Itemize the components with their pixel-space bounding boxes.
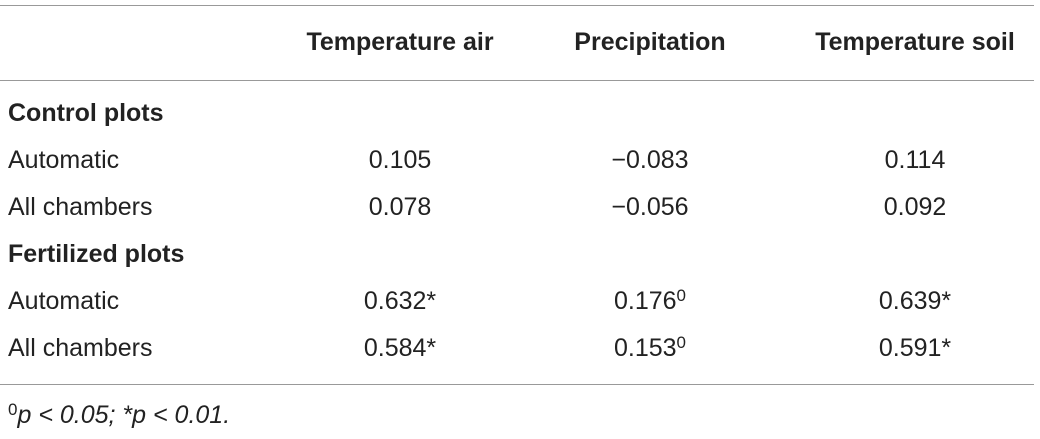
cell: 0.1530: [614, 333, 686, 363]
cell: 0.584*: [364, 333, 436, 363]
row-label: All chambers: [8, 193, 153, 221]
cell-value: 0.176: [613, 287, 677, 315]
cell: 0.078: [369, 192, 432, 222]
cell: −0.083: [611, 145, 688, 175]
cell: 0.092: [884, 192, 947, 222]
cell: 0.632*: [364, 286, 436, 316]
bottom-rule: [0, 384, 1034, 385]
header-rule: [0, 80, 1034, 81]
cell-value: 0.584*: [363, 334, 437, 362]
cell: 0.1760: [614, 286, 686, 316]
cell: 0.114: [885, 145, 946, 175]
cell-value: 0.092: [883, 193, 947, 221]
cell-value: 0.153: [613, 334, 677, 362]
cell-value: 0.105: [368, 146, 432, 174]
cell-value: 0.591*: [878, 334, 952, 362]
footnote-text: p < 0.05; *p < 0.01.: [17, 401, 231, 429]
footnote: 0p < 0.05; *p < 0.01.: [8, 400, 230, 430]
cell-value: 0.632*: [363, 287, 437, 315]
cell: 0.105: [369, 145, 432, 175]
cell-superscript: 0: [676, 286, 687, 305]
section-title: Control plots: [8, 99, 164, 127]
cell: −0.056: [611, 192, 688, 222]
cell-value: −0.056: [611, 193, 689, 221]
column-header: Precipitation: [574, 28, 726, 56]
cell-value: 0.639*: [878, 287, 952, 315]
row-label: Automatic: [8, 146, 120, 174]
cell-value: 0.114: [884, 146, 946, 174]
column-header: Temperature air: [306, 28, 494, 56]
row-label: All chambers: [8, 334, 153, 362]
column-header: Temperature soil: [815, 28, 1015, 56]
cell-value: −0.083: [611, 146, 689, 174]
cell-value: 0.078: [368, 193, 432, 221]
cell: 0.639*: [879, 286, 951, 316]
top-rule: [0, 5, 1034, 6]
section-title: Fertilized plots: [8, 240, 185, 268]
row-label: Automatic: [8, 287, 120, 315]
footnote-marker: 0: [8, 400, 18, 419]
cell: 0.591*: [879, 333, 951, 363]
cell-superscript: 0: [676, 333, 687, 352]
